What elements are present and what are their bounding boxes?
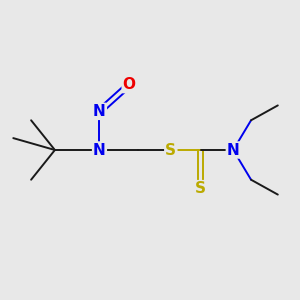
Text: N: N xyxy=(93,104,106,119)
Text: S: S xyxy=(195,181,206,196)
Text: N: N xyxy=(227,142,240,158)
Text: S: S xyxy=(165,142,176,158)
Text: O: O xyxy=(123,77,136,92)
Text: N: N xyxy=(93,142,106,158)
